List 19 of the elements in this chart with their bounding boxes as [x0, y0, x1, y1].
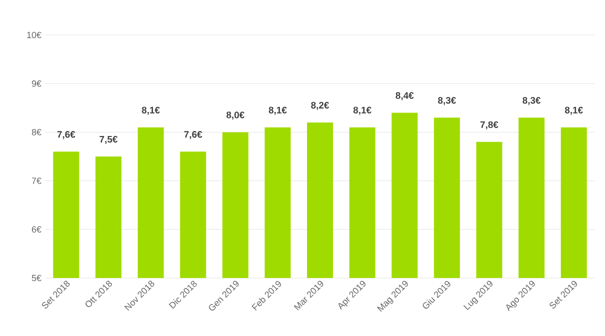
data-label: 8,1€: [268, 106, 287, 115]
y-tick-label: 10€: [27, 32, 42, 38]
data-label: 8,1€: [564, 106, 583, 115]
data-label: 7,6€: [57, 131, 76, 140]
y-tick-label: 8€: [32, 129, 42, 136]
y-tick-label: 6€: [32, 226, 42, 233]
data-label: 8,0€: [226, 112, 244, 120]
data-label: 7,6€: [184, 131, 202, 140]
data-label: 8,2€: [311, 102, 330, 110]
y-tick-label: 9€: [32, 80, 42, 87]
data-label: 8,1€: [353, 106, 372, 115]
data-label: 7,8€: [480, 121, 498, 130]
data-label: 8,3€: [438, 97, 456, 106]
data-label: 8,1€: [142, 106, 160, 115]
data-label: 7,5€: [100, 136, 118, 144]
data-label: 8,4€: [396, 92, 414, 100]
y-tick-label: 5€: [32, 274, 42, 282]
y-tick-label: 7€: [32, 178, 42, 184]
data-label: 8,3€: [522, 97, 541, 106]
